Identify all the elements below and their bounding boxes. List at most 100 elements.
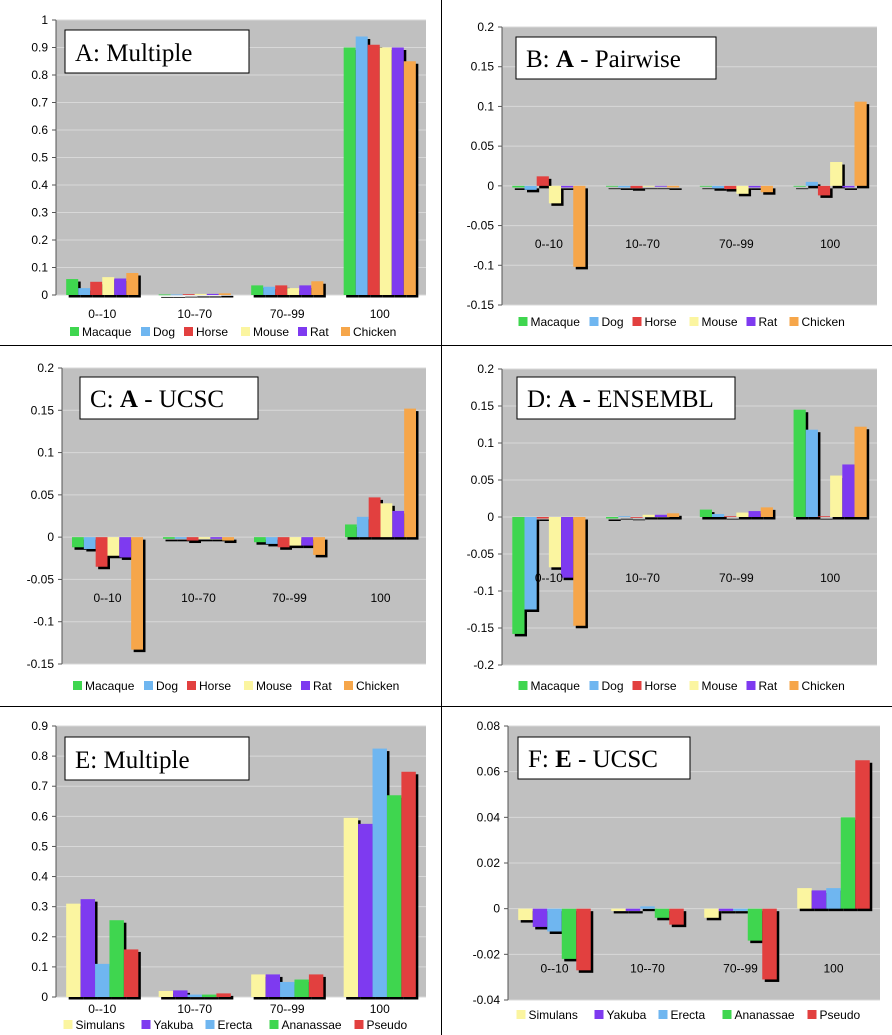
bar-chicken-3 [404, 408, 416, 538]
legend-label: Erecta [671, 1008, 706, 1022]
bar-ananassae-2 [294, 979, 309, 997]
panel-e: 0 0.1 0.2 0.3 0.4 0.5 0.6 0.7 0.8 0.9 0--10 10--70 7… [0, 707, 441, 1035]
y-tick-label: 0.5 [31, 151, 48, 165]
chart-title: B: A - Pairwise [526, 46, 681, 73]
chart-title: D: A - ENSEMBL [527, 386, 714, 413]
legend-swatch-horse [632, 317, 642, 326]
bar-shadow [613, 911, 629, 914]
bar-pseudo-0 [123, 949, 139, 997]
bar-ananassae-3 [840, 817, 856, 909]
legend-label: Dog [602, 679, 624, 693]
legend-swatch-mouse [241, 327, 250, 336]
y-tick-label: 0 [41, 288, 48, 302]
panel-c: -0.15 -0.1 -0.05 0 0.05 0.1 0.15 0.2 0--10 10--70… [0, 346, 441, 706]
bar-dog-2 [265, 537, 278, 544]
bar-chicken-2 [760, 507, 773, 517]
bar-mouse-2 [287, 288, 300, 295]
y-tick-label: 0 [47, 530, 54, 544]
panel-divider-top [0, 345, 892, 346]
bar-rat-0 [119, 537, 132, 558]
chart-b: -0.15 -0.1 -0.05 0 0.05 0.1 0.15 0.2 0--10 10--70… [467, 20, 877, 329]
bar-shadow [726, 518, 739, 520]
y-tick-label: 0.15 [471, 399, 495, 413]
panel-divider-vertical [441, 0, 442, 1035]
bar-pseudo-0 [576, 908, 591, 971]
bar-yakuba-0 [532, 908, 548, 927]
bar-erecta-3 [372, 748, 387, 997]
y-tick-label: -0.15 [27, 657, 55, 671]
bar-shadow [642, 908, 658, 912]
bar-erecta-0 [95, 963, 110, 997]
y-tick-label: -0.2 [473, 658, 494, 672]
legend-label: Yakuba [607, 1008, 647, 1022]
bar-pseudo-1 [669, 908, 684, 925]
bar-chicken-2 [311, 281, 324, 295]
bar-horse-1 [630, 517, 643, 518]
bar-shadow [632, 188, 646, 191]
y-tick-label: 0.05 [31, 488, 55, 502]
legend-label: Mouse [256, 679, 292, 693]
y-tick-label: 0.04 [477, 810, 501, 824]
bar-yakuba-1 [625, 908, 641, 911]
bar-shadow [514, 188, 527, 190]
bar-chicken-3 [403, 61, 416, 295]
x-tick-label: 70--99 [723, 962, 758, 976]
bar-horse-2 [724, 516, 737, 518]
y-tick-label: -0.15 [467, 298, 495, 312]
bar-chicken-0 [126, 273, 139, 295]
y-tick-label: 0.3 [31, 206, 48, 220]
bar-shadow [161, 296, 174, 298]
bar-shadow [608, 519, 621, 521]
y-tick-label: 0.1 [31, 960, 48, 974]
bar-simulans-0 [66, 903, 81, 997]
bar-shadow [726, 188, 739, 192]
bar-rat-3 [842, 185, 855, 188]
y-tick-label: 0.7 [31, 779, 48, 793]
legend-swatch-macaque [73, 681, 82, 690]
bar-dog-1 [170, 294, 183, 296]
legend-label: Dog [156, 679, 178, 693]
bar-mouse-2 [289, 537, 302, 546]
bar-ananassae-2 [747, 908, 763, 941]
y-tick-label: 0.15 [31, 403, 55, 417]
bar-simulans-2 [704, 908, 719, 918]
x-tick-label: 10--70 [630, 962, 665, 976]
legend-swatch-rat [298, 327, 307, 336]
bar-shadow [608, 188, 621, 190]
chart-c: -0.15 -0.1 -0.05 0 0.05 0.1 0.15 0.2 0--10 10--70… [27, 361, 426, 693]
chart-title: C: A - UCSC [90, 386, 224, 413]
legend-label: Pseudo [367, 1018, 408, 1032]
legend-label: Horse [199, 679, 231, 693]
bar-shadow [738, 515, 752, 520]
bar-macaque-3 [345, 524, 357, 538]
legend-label: Macaque [531, 679, 581, 693]
legend-swatch-simulans [516, 1010, 526, 1019]
bar-simulans-2 [251, 974, 266, 997]
x-tick-label: 100 [370, 591, 390, 605]
x-tick-label: 100 [370, 1002, 390, 1016]
y-tick-label: 0.4 [31, 178, 48, 192]
bar-macaque-1 [606, 185, 619, 187]
y-tick-label: 0.2 [37, 361, 54, 375]
bar-rat-2 [299, 285, 312, 295]
legend-label: Mouse [253, 325, 289, 339]
title-box [64, 736, 250, 781]
panel-b: -0.15 -0.1 -0.05 0 0.05 0.1 0.15 0.2 0--10 10--70… [442, 0, 892, 345]
bar-mouse-0 [548, 517, 562, 568]
y-tick-label: -0.05 [27, 572, 55, 586]
bar-chicken-1 [667, 185, 680, 188]
x-tick-label: 100 [370, 307, 390, 321]
x-tick-label: 100 [820, 237, 840, 251]
legend-swatch-chicken [344, 681, 353, 690]
bar-shadow [527, 188, 540, 193]
bar-horse-0 [536, 176, 549, 186]
x-tick-label: 10--70 [177, 1002, 212, 1016]
chart-a: 0 0.1 0.2 0.3 0.4 0.5 0.6 0.7 0.8 0.9 1 0--10 10--70… [31, 13, 426, 339]
bar-erecta-0 [547, 908, 562, 932]
legend-swatch-rat [301, 681, 310, 690]
bar-macaque-2 [251, 285, 264, 295]
bar-ananassae-0 [561, 908, 577, 959]
bar-shadow [173, 296, 186, 298]
legend-swatch-macaque [70, 327, 79, 336]
chart-e: 0 0.1 0.2 0.3 0.4 0.5 0.6 0.7 0.8 0.9 0--10 10--70 7… [31, 719, 426, 1032]
